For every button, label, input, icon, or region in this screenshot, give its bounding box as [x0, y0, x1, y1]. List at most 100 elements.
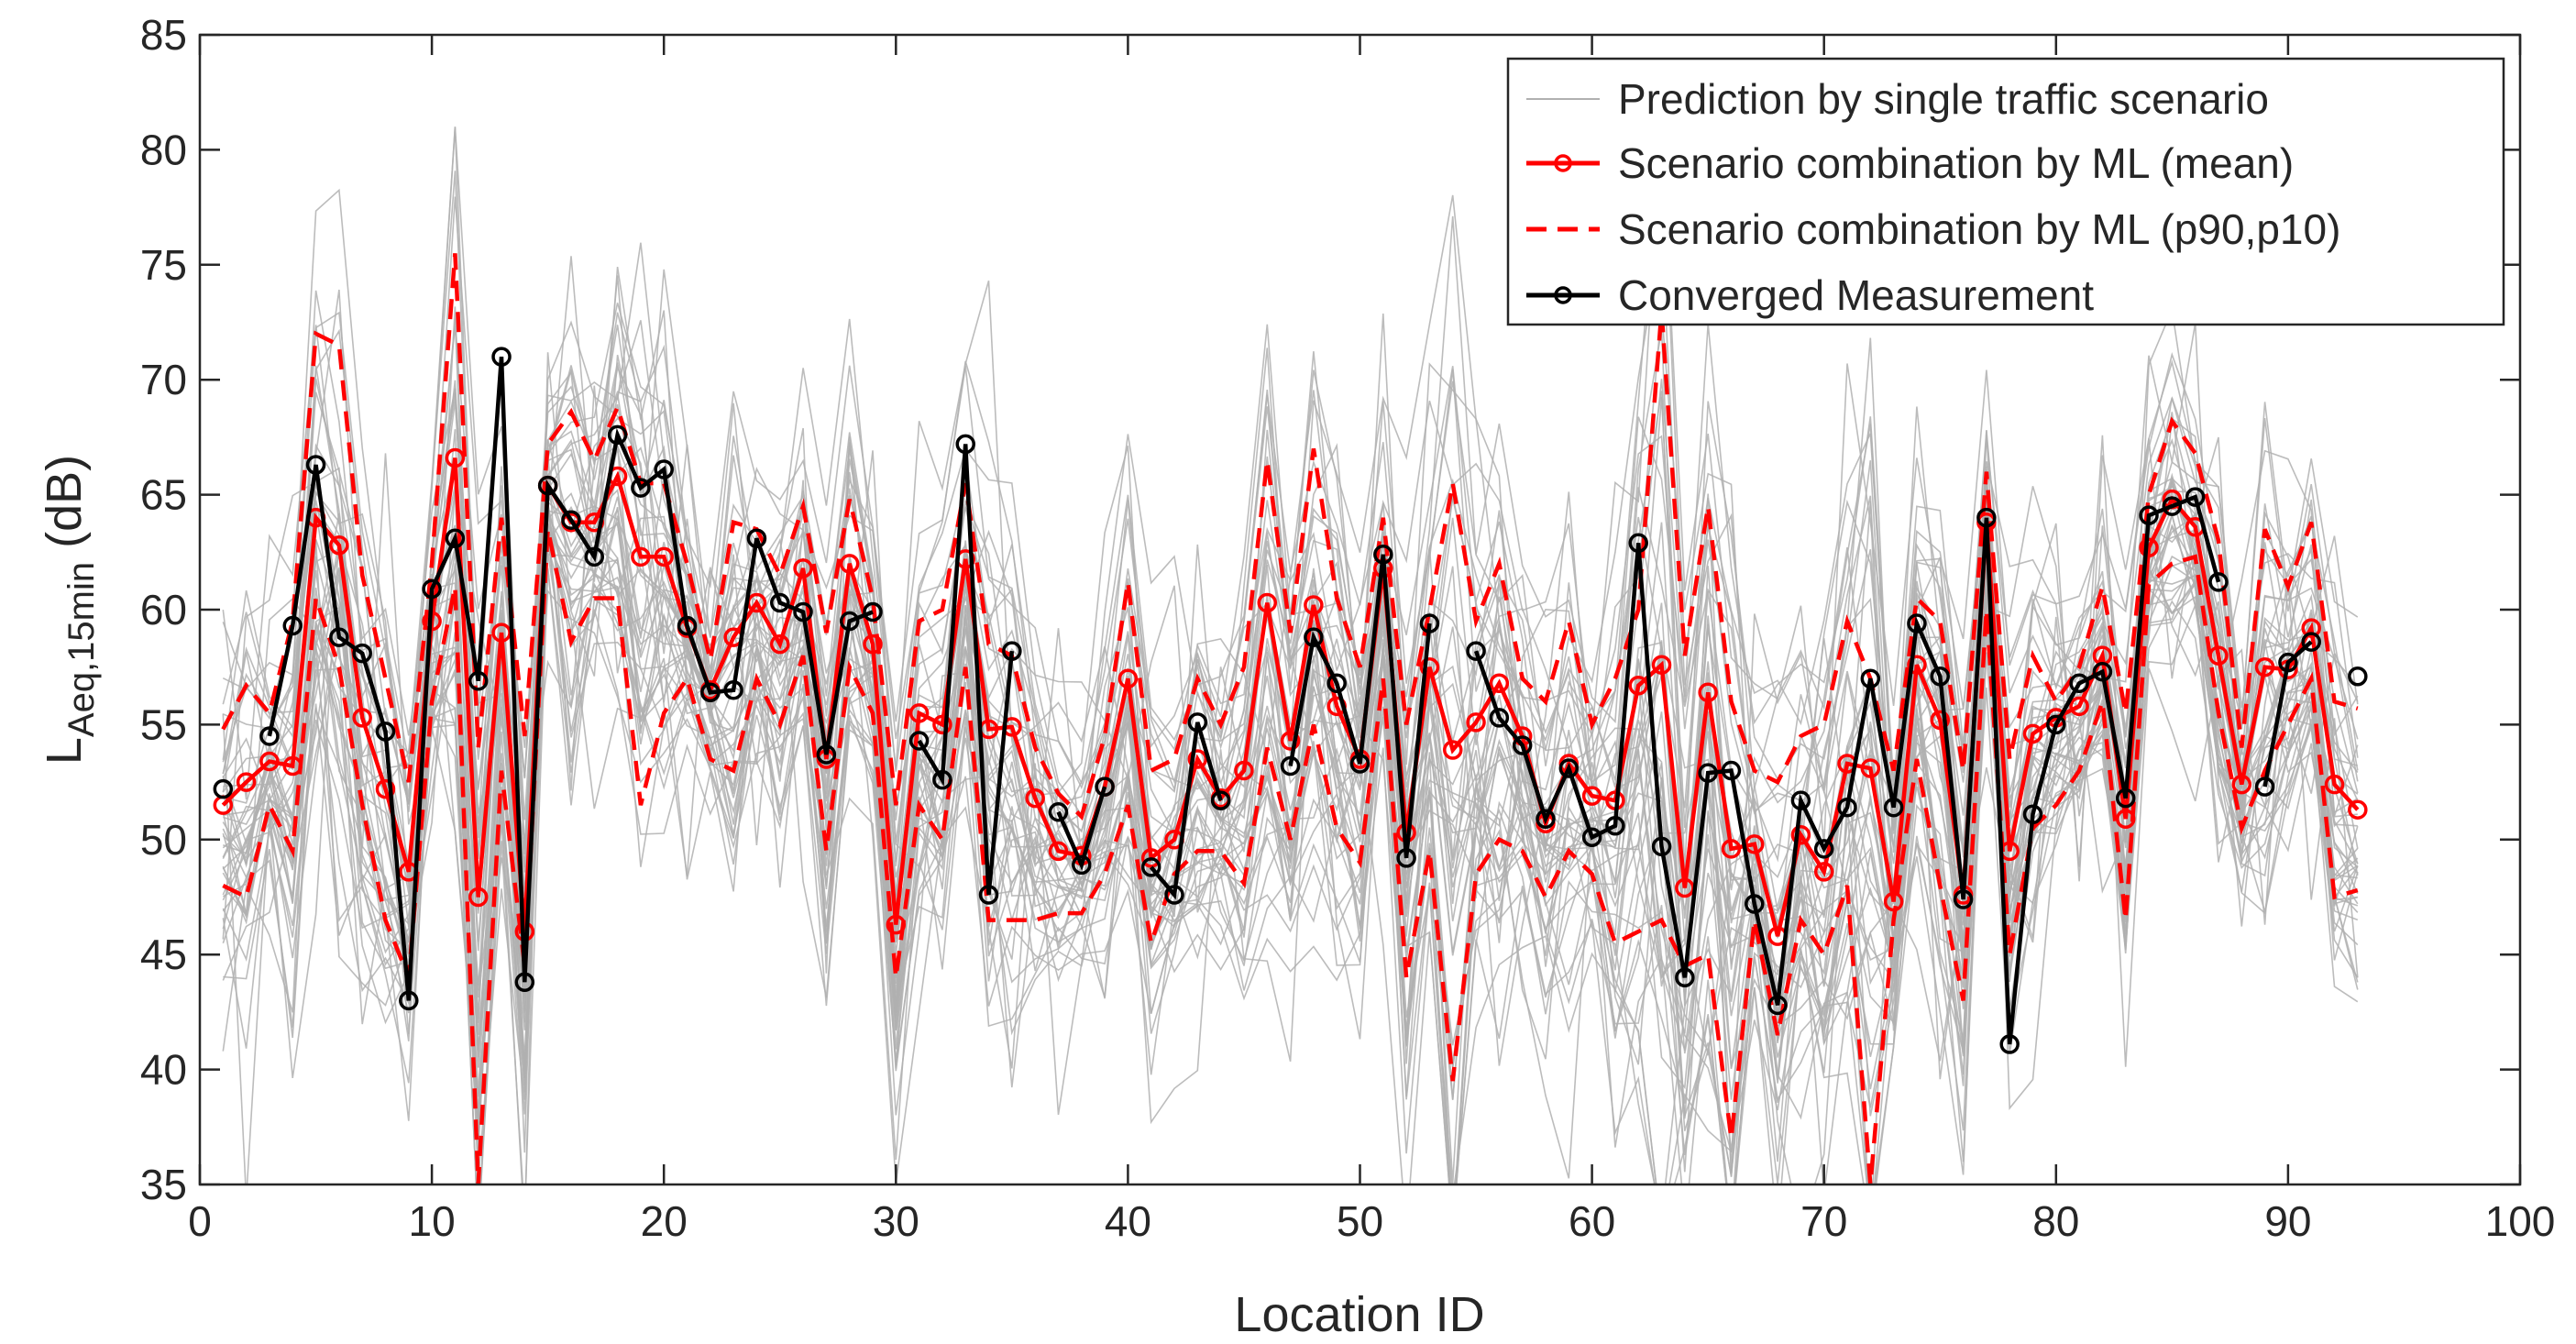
ml-mean-point	[2115, 809, 2136, 829]
measurement-point	[955, 434, 975, 455]
measurement-point	[1095, 777, 1115, 797]
p90-line	[221, 253, 2359, 821]
ml-mean-point	[1117, 668, 1139, 689]
ml-mean-point	[329, 535, 349, 556]
measurement-point	[468, 670, 489, 691]
measurement-point	[1837, 797, 1857, 818]
y-axis-title: LAeq,15min (dB)	[37, 455, 102, 765]
measurement-point	[2254, 777, 2275, 797]
ml-mean-point	[2348, 799, 2368, 820]
measurement-point	[1628, 533, 1648, 554]
measurement-point	[1651, 836, 1672, 857]
measurement-point	[1140, 857, 1161, 877]
ml-mean-point	[1813, 862, 1834, 882]
measurement-point	[1999, 1034, 2020, 1054]
measurement-point	[1373, 545, 1393, 565]
measurement-line-segment	[917, 444, 1015, 896]
measurement-point	[1187, 712, 1208, 733]
measurement-line-segment	[1056, 786, 1107, 871]
y-tick-label: 40	[140, 1046, 187, 1094]
measurement-point	[514, 972, 535, 993]
measurement-point	[723, 680, 743, 700]
measurement-point	[2348, 666, 2368, 687]
prediction-line	[222, 127, 2359, 821]
measurement-point	[2185, 487, 2206, 507]
ml-mean-point	[1234, 760, 1254, 781]
ml-mean-point	[1419, 656, 1440, 678]
ml-mean-point	[1581, 786, 1602, 806]
measurement-point	[1581, 827, 1602, 848]
measurement-point	[2208, 572, 2229, 592]
measurement-point	[1210, 790, 1231, 810]
measurement-point	[1512, 735, 1533, 755]
measurement-point	[1280, 755, 1301, 777]
prediction-line	[222, 306, 2359, 1153]
measurement-point	[1349, 754, 1371, 774]
ml-mean-point	[1257, 592, 1278, 613]
ml-mean-point	[2022, 723, 2043, 744]
legend-label-ml-percentile: Scenario combination by ML (p90,p10)	[1618, 205, 2340, 253]
measurement-point	[932, 769, 952, 790]
measurement-point	[329, 627, 349, 647]
ml-mean-point	[932, 714, 952, 735]
measurement-point	[631, 478, 651, 498]
measurement-point	[1419, 613, 1440, 633]
ml-mean-point	[1745, 834, 1765, 854]
ml-mean-point	[793, 558, 813, 578]
measurement-point	[700, 682, 721, 703]
ml-mean-point	[445, 447, 466, 468]
x-tick-label: 80	[2032, 1197, 2079, 1245]
measurement-point	[282, 615, 303, 636]
measurement-point	[677, 615, 698, 636]
prediction-line	[222, 318, 2359, 904]
y-tick-label: 85	[140, 11, 187, 59]
ml-mean-point	[1140, 848, 1161, 868]
y-tick-label: 35	[140, 1161, 187, 1208]
ml-mean-point	[468, 887, 489, 908]
measurement-point	[1466, 641, 1486, 661]
legend-marker-measurement	[1554, 286, 1572, 304]
x-axis-title: Location ID	[1234, 1287, 1484, 1342]
ml-mean-point	[2208, 645, 2229, 666]
ml-mean-point	[1698, 682, 1718, 703]
y-axis-title-suffix: (dB)	[37, 455, 92, 562]
ml-mean-point	[1628, 676, 1648, 696]
measurement-point	[1813, 839, 1834, 859]
measurement-point	[1489, 708, 1510, 728]
measurement-point	[1002, 641, 1022, 661]
ml-mean-point	[1489, 673, 1510, 694]
measurement-point	[1930, 666, 1950, 687]
x-tick-label: 40	[1105, 1197, 1151, 1245]
measurement-point	[1605, 816, 1625, 836]
ml-mean-point	[2069, 696, 2089, 717]
measurement-point	[1304, 627, 1324, 647]
measurement-point	[607, 424, 628, 446]
measurement-point	[1767, 995, 1788, 1016]
ml-mean-point	[236, 772, 257, 792]
ml-mean-point	[1930, 710, 1950, 731]
x-tick-label: 10	[409, 1197, 456, 1245]
measurement-point	[1907, 613, 1927, 633]
x-tick-label: 50	[1337, 1197, 1383, 1245]
measurement-point	[978, 885, 999, 905]
measurement-point	[839, 611, 860, 632]
ml-mean-point	[259, 751, 280, 772]
measurement-point	[422, 578, 442, 600]
measurement-point	[1721, 760, 1742, 781]
measurement-point	[1558, 758, 1580, 778]
measurement-point	[445, 528, 466, 549]
ml-mean-point	[1721, 839, 1742, 859]
x-tick-label: 30	[873, 1197, 919, 1245]
legend-label-prediction: Prediction by single traffic scenario	[1618, 75, 2269, 123]
ml-mean-point	[2254, 656, 2275, 678]
ml-mean-point	[1883, 891, 1904, 912]
measurement-point	[863, 601, 883, 622]
measurement-point	[908, 731, 930, 751]
measurement-series	[213, 347, 2368, 1054]
measurement-point	[561, 510, 581, 530]
ml-mean-point	[839, 554, 860, 574]
ml-mean-point	[1187, 749, 1208, 769]
measurement-point	[1396, 848, 1416, 868]
prediction-line	[222, 171, 2359, 817]
